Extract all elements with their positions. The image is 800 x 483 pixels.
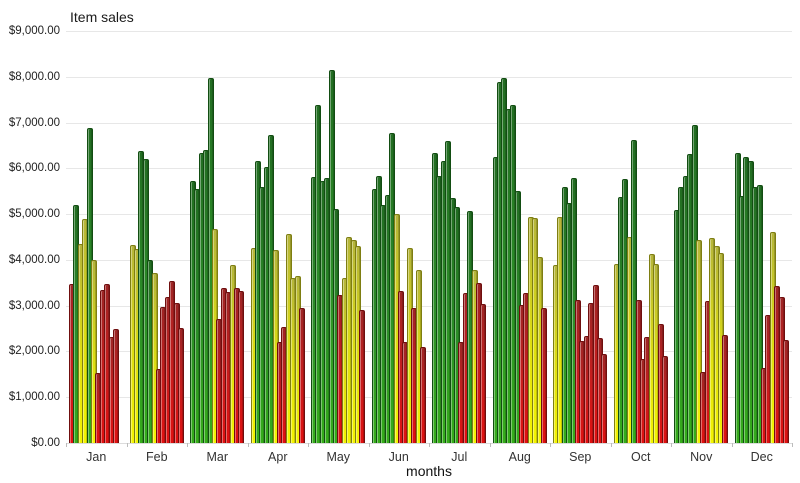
month-group-oct bbox=[611, 31, 672, 443]
bar-dec-12[interactable] bbox=[782, 340, 789, 443]
x-axis-label-sep: Sep bbox=[569, 450, 592, 464]
gridline bbox=[66, 31, 792, 32]
bar-oct-5[interactable] bbox=[631, 139, 638, 443]
gridline bbox=[66, 168, 792, 170]
axis-tick bbox=[610, 443, 612, 447]
month-group-jun bbox=[369, 31, 430, 443]
gridline bbox=[66, 122, 792, 124]
bar-nov-12[interactable] bbox=[722, 334, 729, 443]
axis-tick bbox=[489, 443, 491, 447]
bar-apr-12[interactable] bbox=[298, 307, 305, 443]
gridline bbox=[66, 214, 792, 216]
x-axis-label-jun: Jun bbox=[388, 450, 409, 464]
y-axis-label: $4,000.00 bbox=[8, 253, 60, 266]
x-axis-label-jan: Jan bbox=[86, 450, 107, 464]
bar-mar-12[interactable] bbox=[238, 290, 245, 443]
bar-feb-12[interactable] bbox=[177, 327, 184, 443]
x-axis-label-dec: Dec bbox=[750, 450, 773, 464]
x-axis-label-may: May bbox=[326, 450, 351, 464]
y-axis-label: $0.00 bbox=[31, 437, 60, 449]
month-group-jul bbox=[429, 31, 490, 443]
x-axis-title: months bbox=[406, 463, 452, 479]
bar-jan-6[interactable] bbox=[91, 259, 98, 443]
bar-jul-6[interactable] bbox=[454, 206, 461, 443]
month-group-aug bbox=[490, 31, 551, 443]
axis-tick bbox=[187, 443, 188, 447]
bar-feb-6[interactable] bbox=[151, 273, 158, 443]
bar-nov-6[interactable] bbox=[696, 240, 703, 443]
month-group-dec bbox=[732, 31, 793, 443]
bar-jul-12[interactable] bbox=[480, 303, 487, 443]
x-axis-label-oct: Oct bbox=[631, 450, 651, 464]
bar-jan-11[interactable] bbox=[113, 329, 120, 443]
bar-oct-12[interactable] bbox=[661, 356, 668, 443]
axis-tick bbox=[429, 443, 430, 447]
axis-tick bbox=[66, 443, 67, 447]
chart-title: Item sales bbox=[70, 9, 134, 25]
y-axis-label: $5,000.00 bbox=[8, 208, 60, 221]
month-group-jan bbox=[66, 31, 127, 443]
gridline bbox=[66, 76, 792, 78]
y-axis-label: $8,000.00 bbox=[8, 70, 60, 83]
bar-may-12[interactable] bbox=[359, 309, 366, 443]
x-axis-label-nov: Nov bbox=[690, 450, 713, 464]
gridline bbox=[66, 397, 792, 399]
gridline bbox=[66, 259, 792, 261]
plot-area bbox=[66, 31, 793, 444]
y-axis-label: $9,000.00 bbox=[8, 25, 60, 37]
bar-aug-12[interactable] bbox=[540, 307, 547, 443]
axis-tick bbox=[550, 443, 551, 447]
bar-dec-6[interactable] bbox=[756, 184, 763, 443]
y-axis-label: $6,000.00 bbox=[8, 162, 60, 175]
bar-sep-12[interactable] bbox=[601, 353, 608, 443]
gridline bbox=[66, 351, 792, 353]
month-group-feb bbox=[127, 31, 188, 443]
gridline bbox=[66, 305, 792, 307]
x-axis-label-apr: Apr bbox=[268, 450, 288, 464]
month-group-sep bbox=[550, 31, 611, 443]
axis-tick bbox=[792, 443, 793, 447]
y-axis-label: $3,000.00 bbox=[8, 299, 60, 312]
x-axis-label-aug: Aug bbox=[508, 450, 531, 464]
axis-tick bbox=[671, 443, 672, 447]
y-axis-label: $7,000.00 bbox=[8, 116, 60, 129]
axis-tick bbox=[308, 443, 309, 447]
x-axis-label-jul: Jul bbox=[451, 450, 468, 464]
bar-jun-12[interactable] bbox=[419, 346, 426, 443]
x-axis-label-mar: Mar bbox=[206, 450, 229, 464]
month-group-apr bbox=[248, 31, 309, 443]
month-group-nov bbox=[671, 31, 732, 443]
y-axis-label: $1,000.00 bbox=[8, 391, 60, 404]
y-axis-label: $2,000.00 bbox=[8, 345, 60, 358]
axis-tick bbox=[247, 443, 249, 447]
axis-tick bbox=[126, 443, 128, 447]
x-axis-label-feb: Feb bbox=[145, 450, 168, 464]
month-group-mar bbox=[187, 31, 248, 443]
axis-tick bbox=[368, 443, 370, 447]
axis-tick bbox=[731, 443, 733, 447]
month-group-may bbox=[308, 31, 369, 443]
